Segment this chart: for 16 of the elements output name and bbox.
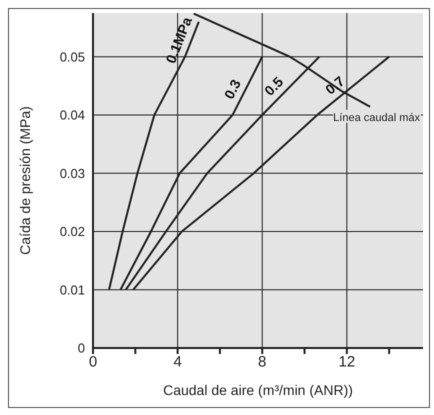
y-tick-label: 0 bbox=[78, 340, 85, 356]
x-axis-title: Caudal de aire (m³/min (ANR)) bbox=[163, 382, 353, 398]
text: 0.7 bbox=[322, 72, 348, 98]
y-tick-label: 0.03 bbox=[60, 166, 85, 181]
series-label: Línea caudal máx bbox=[333, 112, 420, 124]
text: 0.3 bbox=[220, 76, 244, 102]
text: 0.5 bbox=[261, 73, 286, 99]
x-tick-label: 0 bbox=[88, 354, 98, 371]
x-tick-label: 4 bbox=[173, 354, 182, 371]
x-tick-label: 8 bbox=[258, 354, 266, 371]
y-tick-label: 0.02 bbox=[60, 224, 85, 240]
y-tick-label: 0.05 bbox=[60, 49, 85, 64]
y-tick-label: 0.04 bbox=[60, 108, 85, 123]
y-tick-label: 0.01 bbox=[60, 282, 85, 298]
x-tick-label: 12 bbox=[338, 354, 356, 371]
y-axis-title: Caída de presión (MPa) bbox=[16, 106, 33, 255]
